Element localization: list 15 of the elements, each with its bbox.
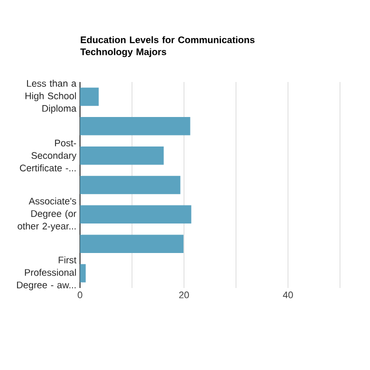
y-tick-label: Post-Secondary Certificate -... — [20, 140, 76, 172]
bar — [80, 205, 192, 224]
bar — [80, 117, 190, 136]
y-tick-label: Associate's Degree (or other 2-year... — [18, 198, 76, 232]
bar — [80, 264, 86, 282]
x-tick-label: 20 — [179, 292, 189, 298]
y-tick-label: First Professional Degree - aw... — [17, 256, 76, 290]
bar — [80, 176, 180, 194]
x-tick-label: 0 — [78, 292, 82, 298]
x-tick-label: 40 — [282, 292, 293, 298]
bar — [80, 146, 164, 165]
y-tick-label: Less than a High School Diploma — [26, 80, 76, 114]
bar — [80, 88, 99, 106]
chart-title: Education Levels for Communications Technology Majors — [80, 36, 255, 58]
bar — [80, 234, 184, 253]
